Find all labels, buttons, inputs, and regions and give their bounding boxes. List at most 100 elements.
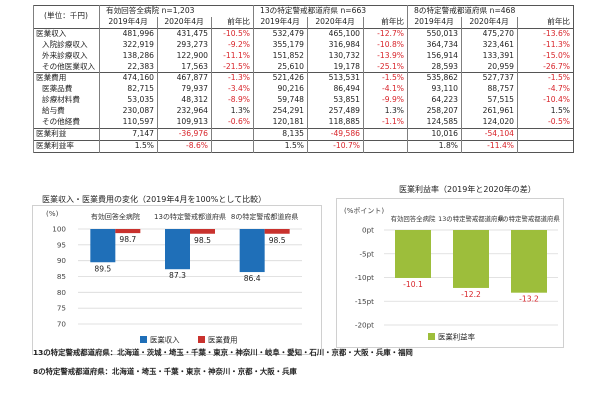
chart1-ytick: 95 <box>57 240 66 249</box>
table-cell: 535,862 <box>407 72 462 85</box>
table-cell: 481,996 <box>99 27 158 40</box>
table-cell: 120,181 <box>253 117 308 129</box>
table-cell <box>363 127 408 141</box>
chart1-ytick: 100 <box>52 225 66 234</box>
chart1-bar-cost <box>190 229 215 234</box>
table-cell <box>517 139 574 153</box>
profit-margin-chart: (%ポイント) 0pt -5pt -10pt -15pt -20pt 有効回答全病院 -10.… <box>336 198 564 348</box>
table-cell: -10.5% <box>210 27 254 40</box>
table-cell: 90,216 <box>253 84 308 96</box>
table-cell: 254,291 <box>253 106 308 118</box>
table-cell: 122,900 <box>157 50 212 62</box>
table-cell: -0.6% <box>210 117 254 129</box>
table-cell: 257,489 <box>307 106 364 118</box>
chart1-title: 医業収入・医業費用の変化（2019年4月を100%として比較） <box>42 195 267 204</box>
table-cell: 118,885 <box>307 117 364 129</box>
chart2-bar <box>511 230 547 293</box>
chart2-ytick: -5pt <box>359 249 374 258</box>
chart1-legend-label: 医業費用 <box>208 336 238 345</box>
table-cell: -11.4% <box>461 139 518 153</box>
table-cell: 22,383 <box>99 61 158 73</box>
chart1-bar-cost <box>115 229 141 234</box>
table-cell: 1.5% <box>253 139 308 153</box>
table-cell: -1.1% <box>363 117 408 129</box>
chart2-category-label: 13の特定警戒都道府県 <box>438 214 504 223</box>
table-cell: 130,732 <box>307 50 364 62</box>
chart2-legend-swatch <box>428 333 435 340</box>
chart1-frame <box>32 205 322 355</box>
chart1-data-label: 89.5 <box>94 264 111 273</box>
chart2-data-label: -10.1 <box>403 280 423 289</box>
table-cell: 550,013 <box>407 27 462 40</box>
table-row: その他医業収入 22,383 17,563 -21.5% 25,610 19,178 -25… <box>33 61 574 73</box>
chart1-ytick: 85 <box>57 272 66 281</box>
chart1-category-label: 有効回答全病院 <box>91 212 140 221</box>
table-cell: 124,020 <box>461 117 518 129</box>
table-row: 医業利益率 1.5% -8.6% 1.5% -10.7% 1.8% -11.4% <box>33 139 574 153</box>
table-cell: 10,016 <box>407 127 462 141</box>
table-cell: 467,877 <box>157 72 212 85</box>
chart1-data-label: 87.3 <box>169 271 186 280</box>
table-cell: 25,610 <box>253 61 308 73</box>
chart1-legend-swatch <box>140 336 147 343</box>
table-cell: 93,110 <box>407 84 462 96</box>
table-cell: 1.3% <box>210 106 254 118</box>
table-cell: 316,984 <box>307 39 364 51</box>
table-cell: 151,852 <box>253 50 308 62</box>
table-cell: 110,597 <box>99 117 158 129</box>
table-cell: 261,961 <box>461 106 518 118</box>
table-cell: 232,964 <box>157 106 212 118</box>
table-row: 診療材料費 53,035 48,312 -8.9% 59,748 53,851 -9.9% 6… <box>33 95 574 107</box>
chart1-category-label: 8の特定警戒都道府県 <box>231 212 298 221</box>
table-cell: -12.7% <box>363 27 408 40</box>
column-header: 2020年4月 <box>157 16 212 29</box>
table-cell: 521,426 <box>253 72 308 85</box>
table-cell: 7,147 <box>99 127 158 141</box>
chart1-ytick: 80 <box>57 288 67 297</box>
table-cell: 1.8% <box>407 139 462 153</box>
column-header: 2019年4月 <box>253 16 308 29</box>
table-cell: 8,135 <box>253 127 308 141</box>
unit-label: (単位：千円) <box>33 5 100 29</box>
table-cell: 323,461 <box>461 39 518 51</box>
table-cell: -10.4% <box>517 95 574 107</box>
column-header: 2020年4月 <box>307 16 364 29</box>
table-cell: 431,475 <box>157 27 212 40</box>
table-cell <box>363 139 408 153</box>
table-cell: 258,207 <box>407 106 462 118</box>
table-cell: 1.5% <box>99 139 158 153</box>
chart2-bar <box>453 230 489 288</box>
table-cell: -1.5% <box>517 72 574 85</box>
table-cell: -15.0% <box>517 50 574 62</box>
chart1-ylabel: (%) <box>46 209 59 218</box>
chart2-bar <box>395 230 431 278</box>
column-header: 2019年4月 <box>99 16 158 29</box>
table-cell: 17,563 <box>157 61 212 73</box>
table-cell: 465,100 <box>307 27 364 40</box>
row-label: 医業費用 <box>33 72 100 85</box>
chart1-ytick: 70 <box>57 320 67 329</box>
table-cell: 138,286 <box>99 50 158 62</box>
chart1-data-label: 98.5 <box>269 236 286 245</box>
table-cell: -9.2% <box>210 39 254 51</box>
table-cell: 82,715 <box>99 84 158 96</box>
table-cell: 475,270 <box>461 27 518 40</box>
table-cell: -8.6% <box>157 139 212 153</box>
table-cell: -11.3% <box>517 39 574 51</box>
table-cell: 57,515 <box>461 95 518 107</box>
chart2-title: 医業利益率（2019年と2020年の差） <box>399 185 536 194</box>
table-cell: -10.8% <box>363 39 408 51</box>
table-cell <box>210 127 254 141</box>
table-cell: -8.9% <box>210 95 254 107</box>
table-cell: 88,757 <box>461 84 518 96</box>
table-cell: 48,312 <box>157 95 212 107</box>
table-row: 医業利益 7,147 -36,976 8,135 -49,586 10,016 -54,10… <box>33 127 574 141</box>
chart2-ytick: 0pt <box>362 226 374 235</box>
footnote-8: 8の特定警戒都道府県：北海道・埼玉・千葉・東京・神奈川・京都・大阪・兵庫 <box>33 367 297 376</box>
row-label: 医業収入 <box>33 27 100 40</box>
group-header-all: 有効回答全病院 n=1,203 <box>98 5 254 17</box>
chart1-data-label: 86.4 <box>244 274 261 283</box>
column-header: 前年比 <box>210 16 254 29</box>
table-cell: -4.7% <box>517 84 574 96</box>
group-header-8: 8の特定警戒都道府県 n=468 <box>407 5 574 17</box>
